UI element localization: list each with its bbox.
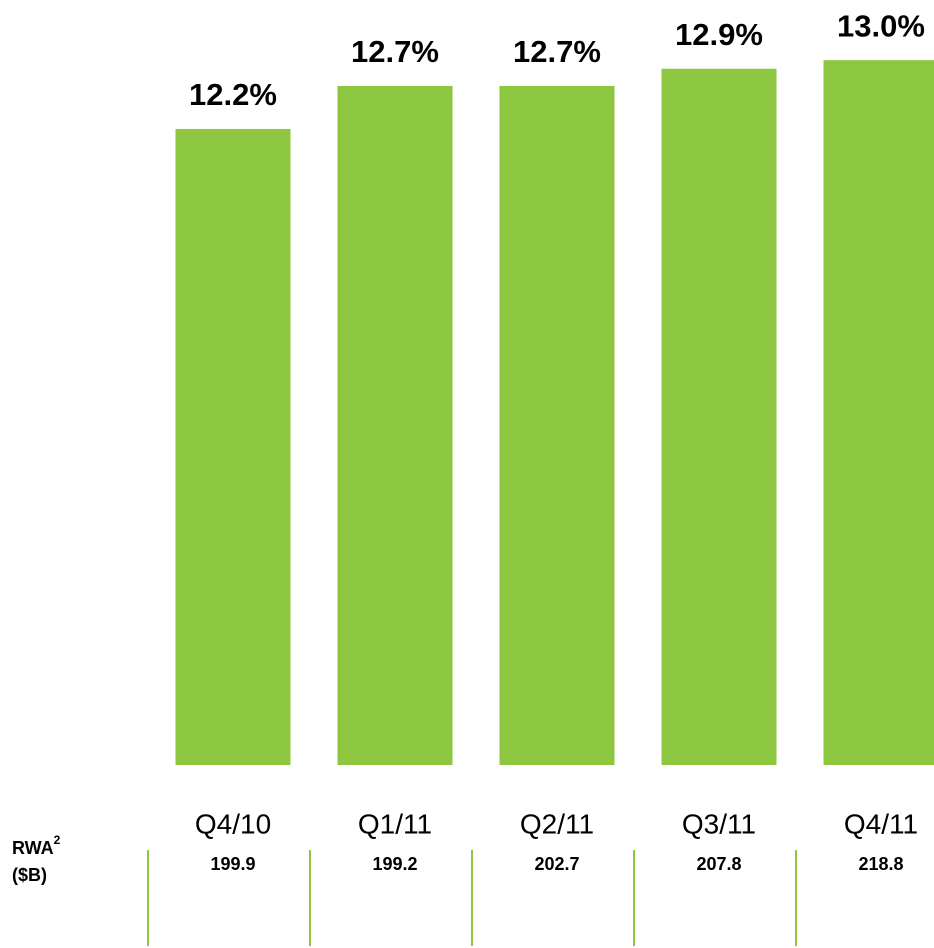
- bar: [337, 85, 453, 765]
- x-tick-label: Q4/11: [844, 808, 918, 839]
- table-unit: ($B): [12, 865, 47, 885]
- value-label: 13.0%: [837, 8, 925, 43]
- table-label: RWA2: [12, 833, 61, 858]
- x-tick-label: Q3/11: [682, 808, 756, 839]
- table-value: 199.2: [372, 854, 417, 874]
- x-tick-label: Q1/11: [358, 808, 432, 839]
- x-tick-label: Q4/10: [195, 808, 271, 839]
- value-label: 12.9%: [675, 17, 763, 52]
- value-label: 12.7%: [513, 34, 601, 69]
- bar: [823, 60, 934, 766]
- table-value: 207.8: [696, 854, 741, 874]
- value-label: 12.7%: [351, 34, 439, 69]
- bar: [175, 128, 291, 765]
- bar: [661, 68, 777, 766]
- value-label: 12.2%: [189, 77, 277, 112]
- table-label-note: 2: [54, 833, 61, 847]
- bar: [499, 85, 615, 765]
- x-tick-label: Q2/11: [520, 808, 594, 839]
- table-value: 202.7: [534, 854, 579, 874]
- table-value: 199.9: [210, 854, 255, 874]
- table-label-text: RWA: [12, 838, 54, 858]
- table-value: 218.8: [858, 854, 903, 874]
